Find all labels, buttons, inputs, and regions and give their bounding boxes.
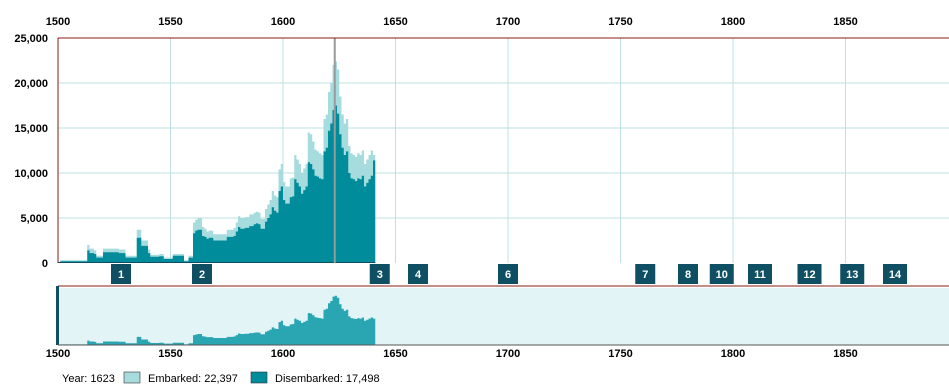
event-marker-box bbox=[748, 264, 772, 284]
bottom-x-tick-label: 1550 bbox=[158, 348, 182, 360]
y-tick-label: 0 bbox=[42, 258, 48, 270]
event-marker-label: 7 bbox=[642, 269, 648, 281]
event-marker-label: 14 bbox=[889, 269, 902, 281]
event-marker-10[interactable]: 10 bbox=[709, 264, 734, 284]
event-marker-box bbox=[635, 264, 656, 284]
event-marker-box bbox=[369, 264, 390, 284]
bottom-x-tick-label: 1600 bbox=[271, 348, 295, 360]
legend-disembarked-swatch bbox=[250, 371, 268, 384]
y-tick-label: 10,000 bbox=[14, 168, 48, 180]
bottom-x-tick-label: 1650 bbox=[383, 348, 407, 360]
event-marker-box bbox=[709, 264, 734, 284]
y-tick-label: 20,000 bbox=[14, 78, 48, 90]
y-axis: 0 5,000 10,000 15,000 20,000 25,000 bbox=[14, 33, 48, 270]
event-marker-box bbox=[883, 264, 907, 284]
bottom-x-tick-label: 1700 bbox=[496, 348, 520, 360]
bottom-x-tick-label: 1500 bbox=[46, 348, 70, 360]
overview-area bbox=[60, 295, 376, 345]
event-marker-2[interactable]: 2 bbox=[192, 264, 212, 284]
event-marker-1[interactable]: 1 bbox=[111, 264, 131, 284]
event-marker-label: 2 bbox=[199, 269, 205, 281]
bottom-x-axis: 1500 1550 1600 1650 1700 1750 1800 1850 bbox=[46, 348, 858, 360]
top-x-tick-label: 1650 bbox=[383, 16, 407, 28]
bottom-x-tick-label: 1800 bbox=[721, 348, 745, 360]
event-marker-12[interactable]: 12 bbox=[797, 264, 822, 284]
event-marker-14[interactable]: 14 bbox=[883, 264, 907, 284]
grid-lines bbox=[57, 37, 949, 263]
event-marker-6[interactable]: 6 bbox=[498, 264, 518, 284]
event-marker-label: 13 bbox=[846, 269, 858, 281]
top-x-tick-label: 1750 bbox=[608, 16, 632, 28]
event-marker-box bbox=[111, 264, 131, 284]
top-x-tick-label: 1600 bbox=[271, 16, 295, 28]
event-marker-7[interactable]: 7 bbox=[635, 264, 656, 284]
main-areas bbox=[58, 61, 376, 263]
event-marker-label: 11 bbox=[754, 269, 766, 281]
y-tick-label: 15,000 bbox=[14, 123, 48, 135]
event-marker-label: 4 bbox=[415, 269, 422, 281]
event-marker-label: 1 bbox=[118, 269, 124, 281]
event-marker-label: 8 bbox=[685, 269, 691, 281]
overview-background bbox=[58, 288, 949, 345]
top-x-tick-label: 1800 bbox=[721, 16, 745, 28]
top-x-axis: 1500 1550 1600 1650 1700 1750 1800 1850 bbox=[46, 16, 858, 28]
event-marker-label: 12 bbox=[803, 269, 815, 281]
top-x-tick-label: 1500 bbox=[46, 16, 70, 28]
area-disembarked bbox=[60, 105, 376, 263]
top-x-tick-label: 1550 bbox=[158, 16, 182, 28]
event-marker-4[interactable]: 4 bbox=[408, 264, 428, 284]
legend-year: Year: 1623 bbox=[62, 373, 115, 385]
event-marker-box bbox=[840, 264, 865, 284]
event-marker-label: 6 bbox=[505, 269, 511, 281]
bottom-x-tick-label: 1750 bbox=[608, 348, 632, 360]
legend-embarked-swatch bbox=[123, 371, 141, 384]
event-marker-3[interactable]: 3 bbox=[369, 264, 390, 284]
bottom-x-tick-label: 1850 bbox=[833, 348, 857, 360]
event-marker-13[interactable]: 13 bbox=[840, 264, 865, 284]
event-marker-11[interactable]: 11 bbox=[748, 264, 772, 284]
overview-navigator[interactable] bbox=[56, 286, 949, 346]
event-marker-label: 10 bbox=[716, 269, 728, 281]
y-tick-label: 5,000 bbox=[20, 213, 48, 225]
event-marker-band: 1 2 3 4 6 7 8 10 11 12 13 14 bbox=[58, 264, 949, 287]
y-tick-label: 25,000 bbox=[14, 33, 48, 45]
event-marker-box bbox=[408, 264, 428, 284]
event-marker-box bbox=[498, 264, 518, 284]
top-x-tick-label: 1700 bbox=[496, 16, 520, 28]
legend: Year: 1623 Embarked: 22,397 Disembarked:… bbox=[62, 371, 380, 385]
event-marker-box bbox=[678, 264, 698, 284]
event-marker-8[interactable]: 8 bbox=[678, 264, 698, 284]
overview-left-handle[interactable] bbox=[56, 286, 59, 345]
event-marker-label: 3 bbox=[377, 269, 383, 281]
event-marker-box bbox=[192, 264, 212, 284]
event-marker-box bbox=[797, 264, 822, 284]
top-x-tick-label: 1850 bbox=[833, 16, 857, 28]
legend-disembarked: Disembarked: 17,498 bbox=[275, 373, 380, 385]
legend-embarked: Embarked: 22,397 bbox=[148, 373, 238, 385]
